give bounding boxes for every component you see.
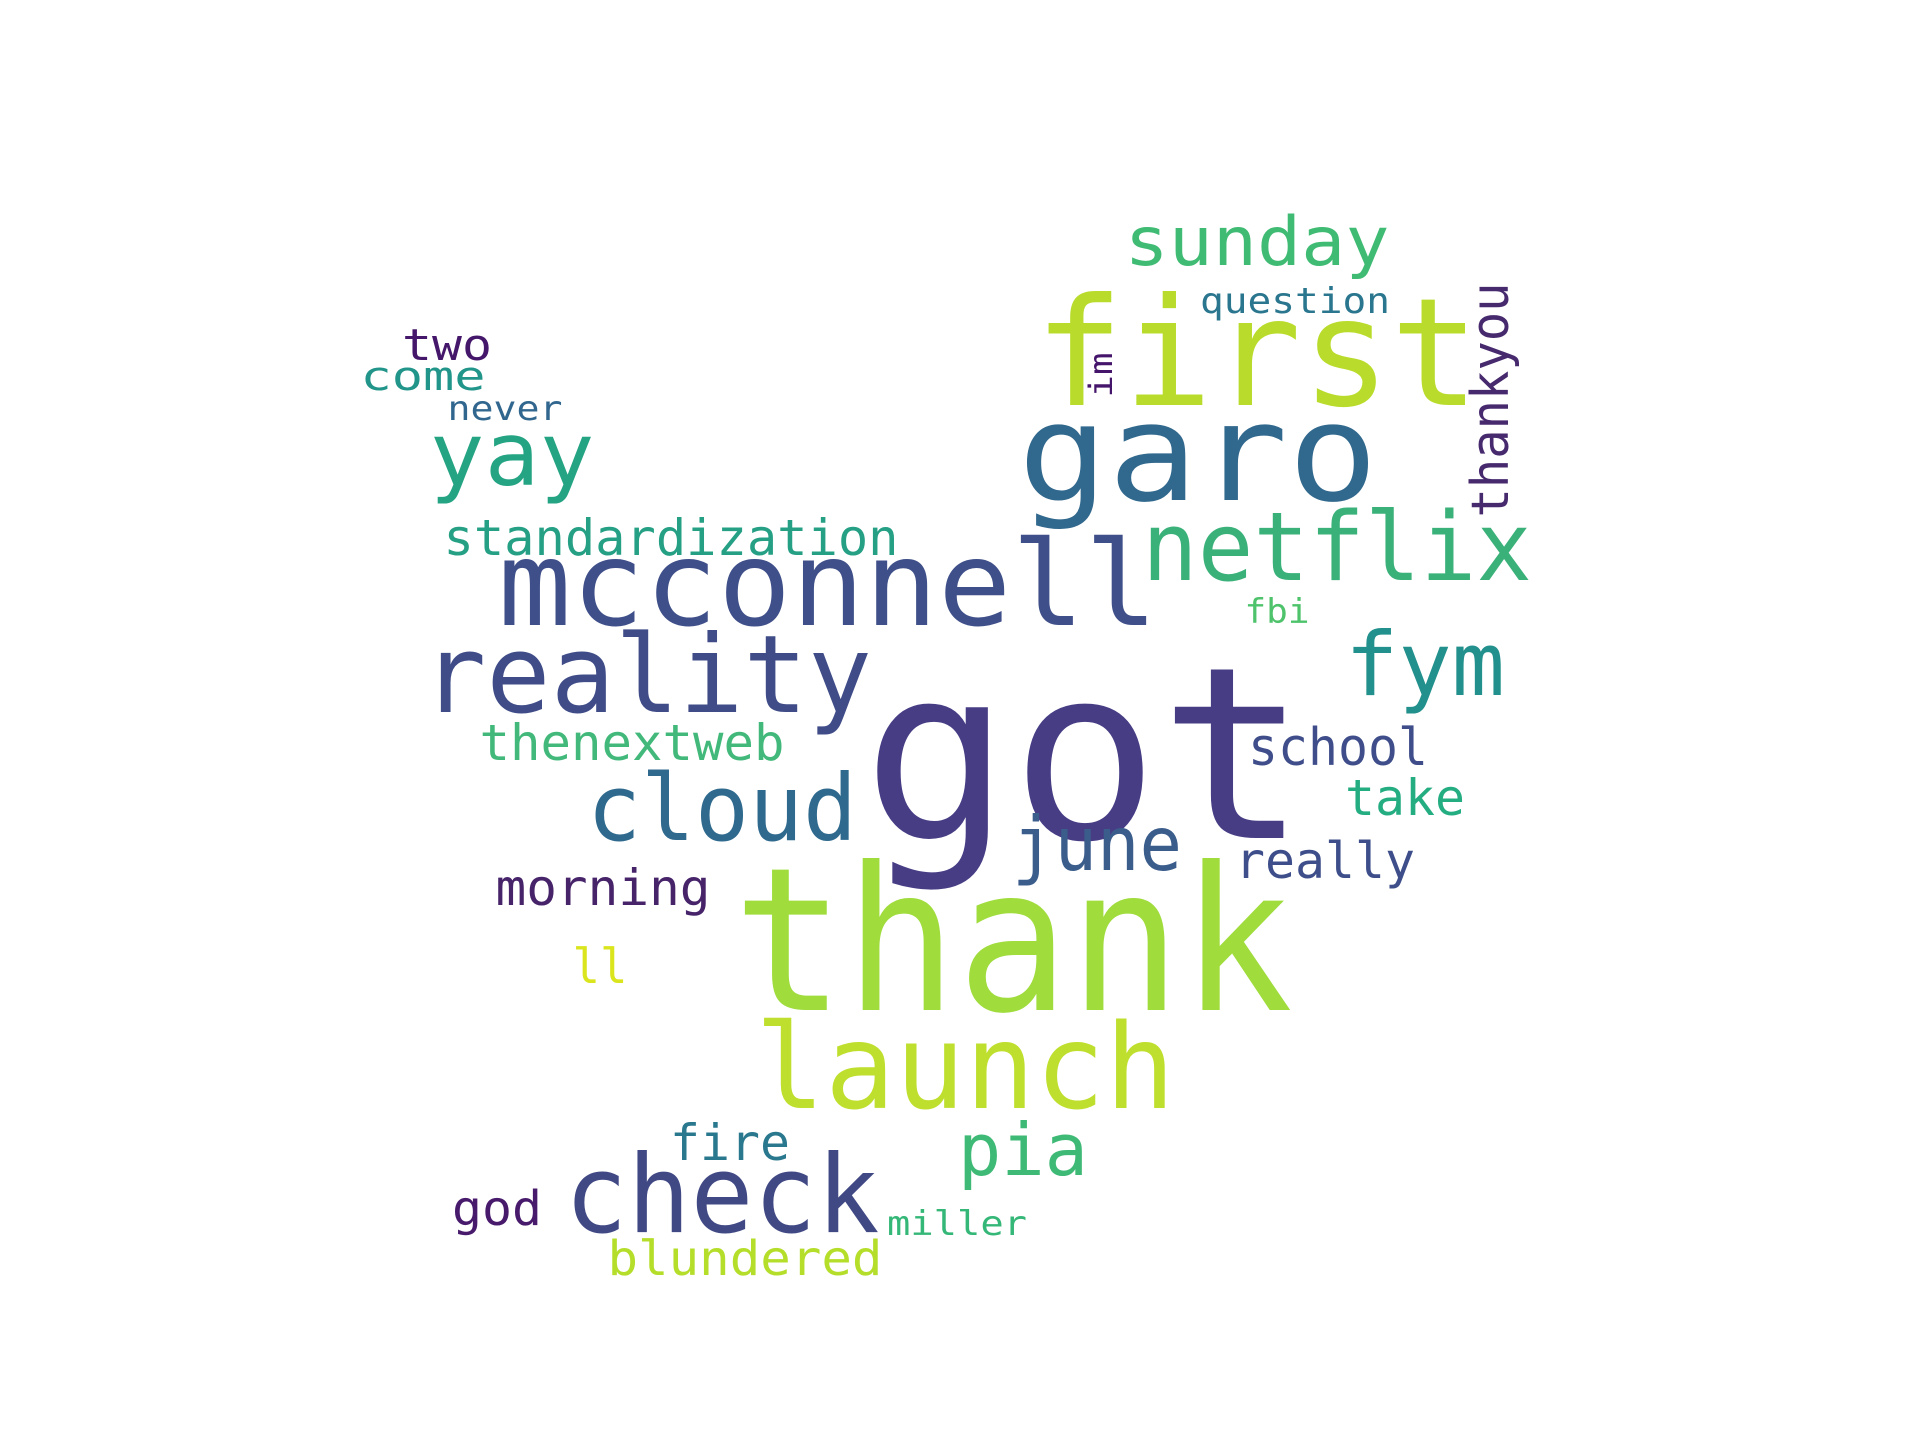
word-reality: reality xyxy=(422,613,872,738)
word-school: school xyxy=(1248,718,1428,778)
word-yay: yay xyxy=(430,403,595,506)
word-morning: morning xyxy=(496,859,711,917)
word-fym: fym xyxy=(1345,613,1505,716)
word-june: june xyxy=(1012,800,1182,888)
word-fbi: fbi xyxy=(1245,592,1310,632)
word-god: god xyxy=(452,1181,542,1237)
word-standardization: standardization xyxy=(444,509,899,567)
word-im: im xyxy=(1082,353,1120,398)
word-come: come xyxy=(361,354,486,400)
word-cloud: cloud xyxy=(587,755,857,862)
word-blundered: blundered xyxy=(608,1231,883,1287)
word-question: question xyxy=(1200,281,1390,322)
word-ll: ll xyxy=(573,939,628,995)
word-mcconnell: mcconnell xyxy=(498,515,1158,653)
word-fire: fire xyxy=(670,1114,790,1172)
word-first: first xyxy=(1035,267,1480,441)
word-sunday: sunday xyxy=(1125,203,1390,282)
word-thenextweb: thenextweb xyxy=(480,714,785,772)
word-thankyou: thankyou xyxy=(1461,283,1521,518)
word-garo: garo xyxy=(1018,375,1378,532)
word-check: check xyxy=(565,1133,880,1258)
word-never: never xyxy=(448,389,563,429)
word-launch: launch xyxy=(755,998,1175,1136)
word-netflix: netflix xyxy=(1142,493,1532,603)
word-take: take xyxy=(1345,769,1465,827)
word-got: got xyxy=(863,615,1308,895)
word-really: really xyxy=(1235,832,1415,890)
word-pia: pia xyxy=(958,1108,1088,1192)
word-thank: thank xyxy=(733,825,1293,1058)
word-miller: miller xyxy=(887,1204,1027,1244)
word-two: two xyxy=(402,320,492,371)
